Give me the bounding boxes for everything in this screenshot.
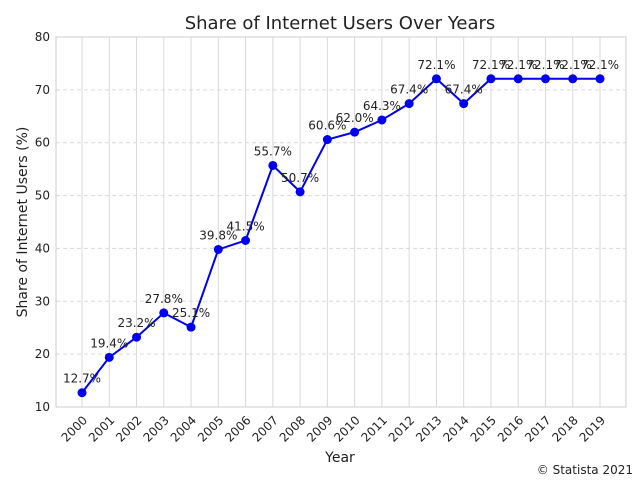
data-label: 67.4% [445, 83, 483, 97]
y-axis-ticks: 10 20 30 40 50 60 70 80 [35, 30, 50, 414]
x-tick-label: 2016 [495, 413, 526, 444]
data-label: 62.0% [336, 111, 374, 125]
data-label: 72.1% [581, 58, 619, 72]
data-point [186, 322, 196, 332]
data-point [459, 99, 469, 109]
data-label: 39.8% [199, 228, 237, 242]
data-label: 55.7% [254, 144, 292, 158]
data-label: 64.3% [363, 99, 401, 113]
data-point [568, 74, 578, 84]
x-tick-label: 2008 [277, 413, 308, 444]
data-point [377, 115, 387, 125]
data-point [295, 187, 305, 197]
y-tick-label: 50 [35, 189, 50, 203]
x-tick-label: 2013 [413, 413, 444, 444]
data-point [104, 352, 114, 362]
y-tick-label: 30 [35, 294, 50, 308]
data-point [513, 74, 523, 84]
data-label: 23.2% [117, 316, 155, 330]
x-axis-ticks: 2000200120022003200420052006200720082009… [59, 413, 608, 444]
data-label: 27.8% [145, 292, 183, 306]
grid [56, 36, 626, 408]
data-point [431, 74, 441, 84]
data-point [241, 236, 251, 245]
y-tick-label: 40 [35, 241, 50, 255]
x-tick-label: 2004 [168, 413, 199, 444]
x-tick-label: 2001 [86, 413, 117, 444]
data-labels: 12.7% 19.4% 23.2% 27.8%25.1% 39.8%41.5% 55.7%… [63, 58, 619, 386]
series-line-layer [77, 74, 605, 398]
data-point [486, 74, 496, 84]
data-point [159, 308, 169, 318]
plot-area-frame [55, 36, 627, 408]
data-label: 72.1% [526, 58, 564, 72]
data-label: 72.1% [472, 58, 510, 72]
data-label: 25.1% [172, 306, 210, 320]
data-label: 72.1% [499, 58, 537, 72]
x-tick-label: 2009 [304, 413, 335, 444]
x-tick-label: 2010 [331, 413, 362, 444]
y-tick-label: 70 [35, 83, 50, 97]
data-label: 72.1% [554, 58, 592, 72]
y-tick-label: 20 [35, 347, 50, 361]
y-tick-label: 80 [35, 30, 50, 44]
x-tick-label: 2019 [577, 413, 608, 444]
x-tick-label: 2007 [249, 413, 280, 444]
data-point [404, 99, 414, 109]
data-point [213, 244, 223, 254]
data-label: 41.5% [227, 220, 265, 234]
data-point [132, 332, 142, 342]
x-tick-label: 2000 [59, 413, 90, 444]
x-tick-label: 2018 [549, 413, 580, 444]
data-label: 67.4% [390, 83, 428, 97]
data-point [322, 135, 332, 145]
x-axis-label: Year [324, 450, 355, 466]
y-tick-label: 10 [35, 400, 50, 414]
x-tick-label: 2003 [140, 413, 171, 444]
x-tick-label: 2012 [386, 413, 417, 444]
x-tick-label: 2015 [468, 413, 499, 444]
data-label: 72.1% [417, 58, 455, 72]
x-tick-label: 2005 [195, 413, 226, 444]
data-point [77, 388, 87, 398]
x-tick-label: 2002 [113, 413, 144, 444]
data-point [595, 74, 605, 84]
data-label: 60.6% [308, 119, 346, 133]
y-tick-label: 60 [35, 136, 50, 150]
series-line [81, 77, 600, 394]
data-label: 12.7% [63, 372, 101, 386]
x-tick-label: 2014 [440, 413, 471, 444]
y-axis-label: Share of Internet Users (%) [15, 127, 31, 318]
x-tick-label: 2017 [522, 413, 553, 444]
credit-text: © Statista 2021 [537, 463, 633, 477]
data-label: 19.4% [90, 336, 128, 350]
data-point [540, 74, 550, 84]
data-point [350, 127, 360, 137]
x-tick-label: 2006 [222, 413, 253, 444]
x-tick-label: 2011 [359, 413, 390, 444]
data-label: 50.7% [281, 171, 319, 185]
data-point [268, 160, 278, 170]
chart-title: Share of Internet Users Over Years [185, 13, 496, 34]
